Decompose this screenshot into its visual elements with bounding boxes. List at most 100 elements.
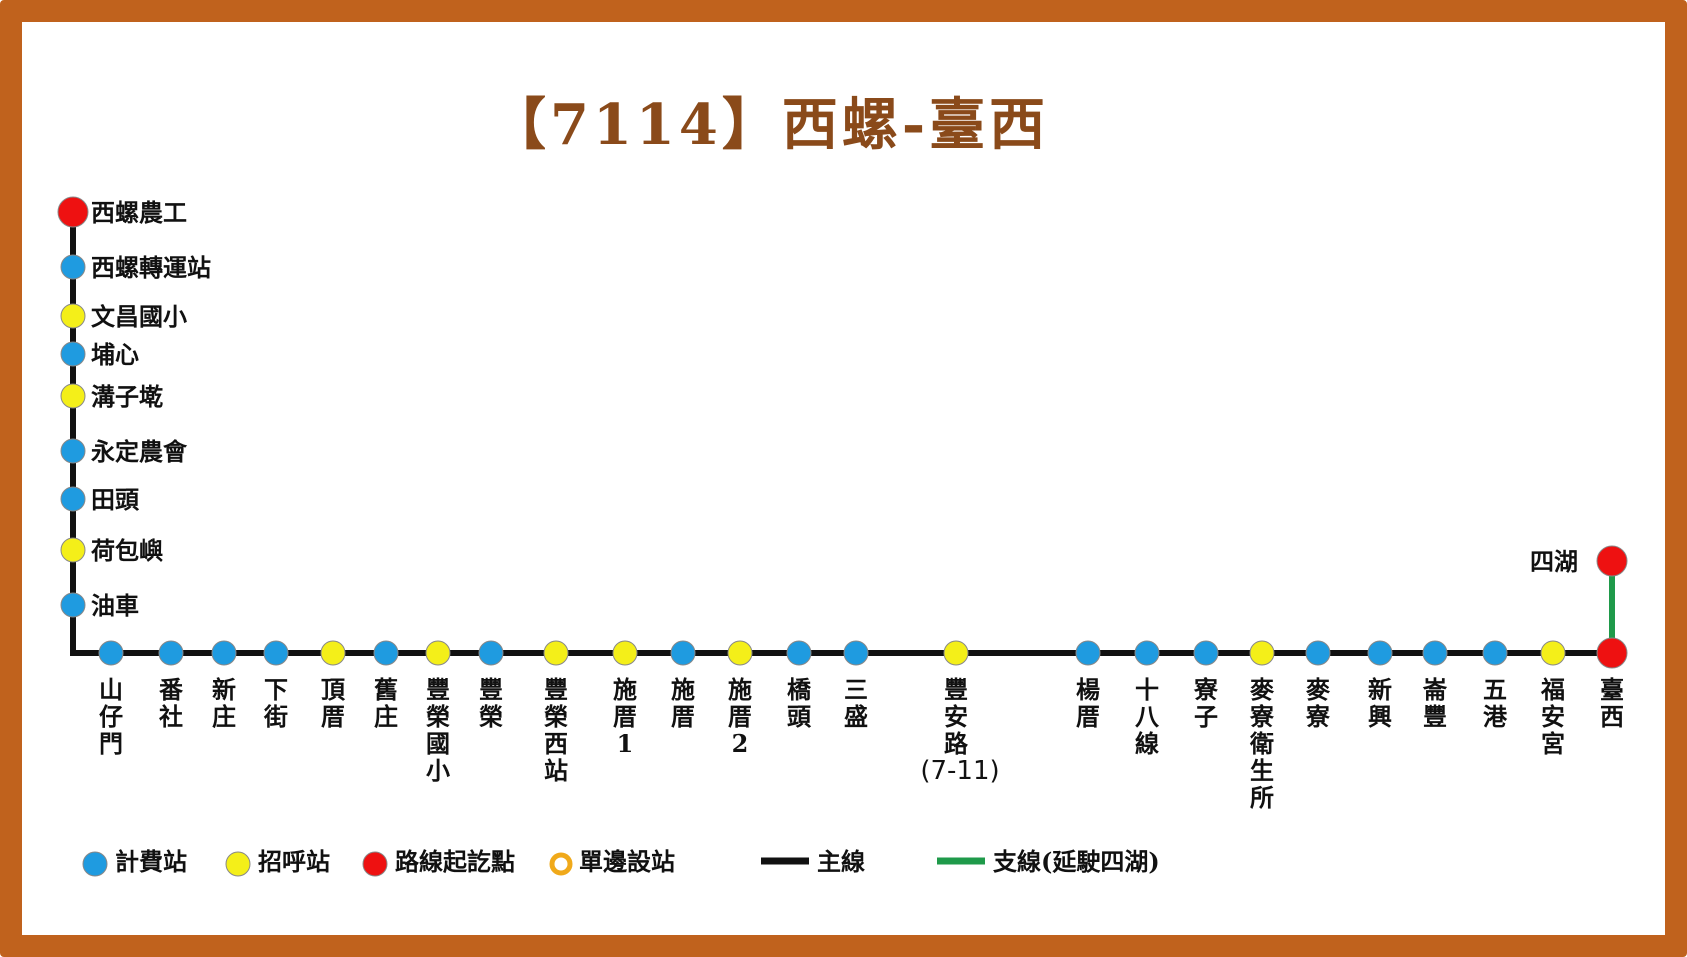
stop-label-char: 路 bbox=[944, 729, 969, 758]
stop-label-char: 五 bbox=[1483, 675, 1507, 704]
stop-marker bbox=[60, 486, 86, 512]
stop-label-char: 施 bbox=[671, 675, 695, 704]
legend-label: 支線(延駛四湖) bbox=[993, 847, 1160, 876]
stop-label-char: 崙 bbox=[1422, 675, 1448, 704]
stop-label-char: 西 bbox=[544, 729, 568, 758]
stop-label-char: 1 bbox=[617, 729, 634, 758]
stop-marker bbox=[1193, 640, 1219, 666]
stop-label-char: 麥 bbox=[1305, 675, 1331, 704]
stop-label-char: 社 bbox=[159, 702, 183, 731]
stop-label-char: 番 bbox=[158, 675, 184, 704]
stop-label-char: 安 bbox=[1541, 702, 1565, 731]
legend-marker-terminal bbox=[362, 851, 388, 877]
route-title: 【7114】西螺-臺西 bbox=[490, 92, 1050, 158]
stop-label-char: 西 bbox=[1600, 702, 1624, 731]
stop-label-char: 福 bbox=[1540, 675, 1565, 704]
stop-marker bbox=[543, 640, 569, 666]
stop-label-char: 庄 bbox=[212, 702, 236, 731]
branch-terminal-marker bbox=[1596, 545, 1628, 577]
stop-marker bbox=[1540, 640, 1566, 666]
stop-label-char: 港 bbox=[1483, 702, 1508, 731]
stop-marker bbox=[1134, 640, 1160, 666]
stop-marker bbox=[98, 640, 124, 666]
stop-marker bbox=[373, 640, 399, 666]
stop-label-char: 施 bbox=[728, 675, 752, 704]
stop-marker bbox=[263, 640, 289, 666]
stop-label-char: 厝 bbox=[728, 702, 752, 731]
stop-label-char: 安 bbox=[944, 702, 968, 731]
stop-label-char: 豐 bbox=[426, 675, 450, 704]
stop-label: 西螺轉運站 bbox=[91, 253, 211, 282]
stop-label-char: 榮 bbox=[426, 702, 450, 731]
stop-marker bbox=[158, 640, 184, 666]
legend-marker-oneway bbox=[549, 852, 573, 876]
stop-marker bbox=[1482, 640, 1508, 666]
stop-label-char: 豐 bbox=[944, 675, 968, 704]
legend-marker-fare bbox=[82, 851, 108, 877]
stop-marker bbox=[943, 640, 969, 666]
legend-label: 計費站 bbox=[115, 847, 187, 876]
stop-label-char: 生 bbox=[1250, 756, 1274, 785]
stop-label-char: 庄 bbox=[374, 702, 398, 731]
stop-note: (7-11) bbox=[920, 756, 999, 786]
stop-label-char: 厝 bbox=[1076, 702, 1100, 731]
stop-label-char: 線 bbox=[1135, 729, 1159, 758]
stop-marker bbox=[60, 592, 86, 618]
legend-label: 招呼站 bbox=[258, 847, 330, 876]
stop-label-char: 頭 bbox=[787, 702, 812, 731]
legend-label: 主線 bbox=[817, 847, 865, 876]
stop-label-char: 街 bbox=[263, 702, 288, 731]
stop-marker bbox=[60, 537, 86, 563]
branch-terminal-label: 四湖 bbox=[1530, 547, 1578, 576]
stop-label-char: 興 bbox=[1368, 702, 1392, 731]
legend-label: 路線起訖點 bbox=[395, 847, 515, 876]
stop-label-char: 豐 bbox=[479, 675, 503, 704]
stop-label: 埔心 bbox=[91, 340, 139, 369]
stop-label-char: 下 bbox=[264, 675, 288, 704]
stop-label-char: 站 bbox=[544, 756, 568, 785]
stop-label-char: 十 bbox=[1135, 675, 1159, 704]
stop-label-char: 2 bbox=[732, 729, 749, 758]
stop-label-char: 豐 bbox=[544, 675, 568, 704]
stop-label-char: 榮 bbox=[479, 702, 503, 731]
stop-label-char: 榮 bbox=[544, 702, 568, 731]
legend-marker-flag bbox=[225, 851, 251, 877]
stop-label-char: 八 bbox=[1135, 702, 1160, 731]
stop-marker bbox=[843, 640, 869, 666]
stop-label-char: 厝 bbox=[321, 702, 345, 731]
stop-label-char: 臺 bbox=[1600, 675, 1624, 704]
stop-label-char: 施 bbox=[613, 675, 637, 704]
stop-label: 油車 bbox=[91, 591, 139, 620]
stop-label-char: 宮 bbox=[1541, 729, 1565, 758]
stop-marker bbox=[60, 438, 86, 464]
stop-label: 西螺農工 bbox=[91, 198, 187, 227]
stop-label-char: 寮 bbox=[1193, 675, 1219, 704]
stop-label-char: 舊 bbox=[374, 675, 398, 704]
stop-marker bbox=[786, 640, 812, 666]
stop-label-char: 子 bbox=[1194, 702, 1218, 731]
stop-label-char: 門 bbox=[99, 729, 123, 758]
stop-label-char: 新 bbox=[212, 675, 236, 704]
stop-label-char: 寮 bbox=[1249, 702, 1275, 731]
stop-label-char: 三 bbox=[844, 675, 868, 704]
stop-label-char: 所 bbox=[1250, 783, 1274, 812]
stop-label-char: 盛 bbox=[844, 702, 868, 731]
stop-marker bbox=[425, 640, 451, 666]
stop-label-char: 衛 bbox=[1249, 729, 1274, 758]
stop-marker bbox=[727, 640, 753, 666]
stop-marker bbox=[1367, 640, 1393, 666]
stop-marker bbox=[60, 383, 86, 409]
stop-label-char: 國 bbox=[426, 729, 450, 758]
stop-label-char: 山 bbox=[99, 675, 123, 704]
stop-marker bbox=[60, 254, 86, 280]
legend-label: 單邊設站 bbox=[579, 847, 675, 876]
stop-label-char: 小 bbox=[426, 756, 450, 785]
stop-label-char: 厝 bbox=[613, 702, 637, 731]
stop-marker bbox=[1596, 637, 1628, 669]
stop-marker bbox=[60, 341, 86, 367]
stop-marker bbox=[211, 640, 237, 666]
stop-marker bbox=[60, 303, 86, 329]
stop-label-char: 麥 bbox=[1249, 675, 1275, 704]
stop-label-char: 寮 bbox=[1305, 702, 1331, 731]
